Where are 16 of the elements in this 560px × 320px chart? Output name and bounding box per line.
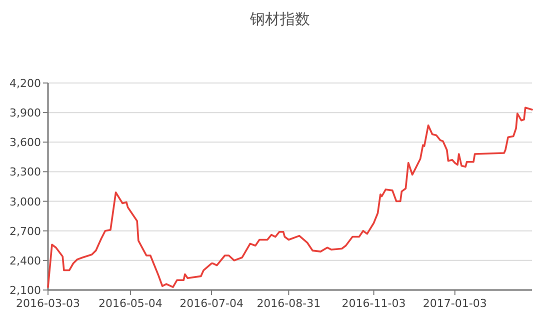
- y-tick-label: 3,000: [10, 195, 41, 208]
- y-tick-label: 3,600: [10, 136, 41, 150]
- x-tick-label: 2016-03-03: [16, 297, 80, 310]
- x-tick-label: 2016-05-04: [98, 297, 162, 310]
- chart-title: 钢材指数: [249, 10, 310, 28]
- y-tick-label: 2,400: [10, 254, 41, 268]
- x-tick-label: 2017-01-03: [422, 297, 487, 310]
- line-series: [47, 106, 533, 288]
- y-tick-label: 4,200: [10, 77, 41, 90]
- y-tick-label: 2,700: [10, 224, 41, 238]
- y-tick-label: 3,900: [10, 106, 41, 120]
- y-tick-label: 3,300: [10, 166, 41, 179]
- y-tick-label: 2,100: [10, 284, 41, 297]
- x-tick-label: 2016-07-04: [180, 297, 244, 310]
- x-tick-label: 2016-11-03: [342, 297, 406, 310]
- x-tick-label: 2016-08-31: [256, 297, 321, 310]
